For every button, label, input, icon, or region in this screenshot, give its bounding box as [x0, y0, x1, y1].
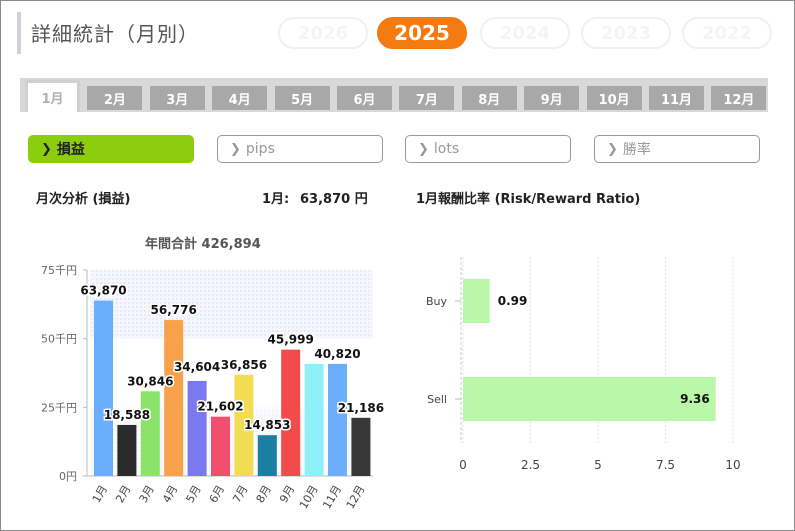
- bar-1月: [94, 300, 113, 476]
- month-tab-5[interactable]: 5月: [274, 86, 330, 110]
- x-tick-label: 5: [594, 458, 602, 472]
- x-tick-label: 10月: [297, 483, 321, 511]
- x-tick-label: 7月: [230, 483, 250, 505]
- year-tab-2023[interactable]: 2023: [581, 17, 671, 49]
- metric-label: pips: [245, 141, 275, 157]
- risk-reward-chart: 0 2.5 5 7.5 10 Buy 0.99 Sell 9.36: [426, 257, 741, 472]
- bar-12月: [351, 417, 371, 476]
- bar-4月: [164, 320, 184, 476]
- chevron-right-icon: ❯: [41, 141, 52, 157]
- y-tick-label: 75千円: [41, 264, 77, 277]
- x-tick-label: 1月: [90, 483, 110, 505]
- bar-value-label: 14,853: [244, 418, 290, 432]
- bar-5月: [187, 380, 207, 476]
- bar-value-label: 18,588: [104, 408, 150, 422]
- bar-buy: [463, 279, 490, 323]
- bar-7月: [234, 374, 254, 476]
- year-tab-2025[interactable]: 2025: [377, 17, 467, 49]
- month-tab-7[interactable]: 7月: [399, 86, 455, 110]
- bar-8月: [257, 435, 277, 476]
- y-tick-label: 0円: [59, 470, 77, 483]
- y-tick-label: Buy: [426, 295, 448, 308]
- x-tick-label: 2月: [113, 483, 133, 505]
- month-tab-6[interactable]: 6月: [337, 86, 392, 110]
- x-tick-label: 8月: [254, 483, 274, 505]
- bar-sell: [463, 377, 716, 421]
- x-tick-label: 12月: [344, 483, 368, 511]
- chevron-right-icon: ❯: [607, 141, 618, 157]
- bar-3月: [140, 391, 160, 476]
- title-accent: [17, 12, 21, 54]
- bar-9月: [281, 349, 301, 476]
- x-tick-label: 3月: [137, 483, 157, 505]
- current-month-label: 1月:: [262, 192, 290, 207]
- x-tick-label: 7.5: [656, 458, 675, 472]
- chevron-right-icon: ❯: [230, 141, 241, 157]
- bar-value-label: 9.36: [680, 392, 710, 406]
- month-tab-8[interactable]: 8月: [461, 86, 517, 110]
- year-tab-2026[interactable]: 2026: [278, 17, 368, 49]
- profit-button[interactable]: ❯ 損益: [28, 135, 194, 163]
- year-tab-2022[interactable]: 2022: [682, 17, 772, 49]
- month-tab-10[interactable]: 10月: [586, 86, 642, 110]
- bar-11月: [328, 363, 347, 476]
- month-tab-12[interactable]: 12月: [711, 86, 767, 110]
- y-tick-label: 25千円: [41, 401, 77, 414]
- bar-2月: [117, 424, 137, 476]
- annual-total: 年間合計 426,894: [145, 237, 261, 252]
- x-tick-label: 6月: [207, 483, 227, 505]
- month-tab-1[interactable]: 1月: [25, 80, 80, 112]
- bar-6月: [211, 416, 230, 476]
- x-tick-label: 5月: [183, 483, 203, 505]
- monthly-heading: 月次分析 (損益): [36, 192, 131, 207]
- chevron-right-icon: ❯: [418, 141, 429, 157]
- bar-value-label: 56,776: [151, 303, 197, 317]
- bar-value-label: 40,820: [314, 347, 360, 361]
- month-tabstrip: [20, 78, 768, 112]
- month-tab-9[interactable]: 9月: [524, 86, 580, 110]
- winrate-button[interactable]: ❯ 勝率: [594, 135, 760, 163]
- bar-value-label: 34,604: [174, 360, 220, 374]
- metric-label: 勝率: [622, 142, 651, 158]
- pips-button[interactable]: ❯ pips: [217, 135, 383, 163]
- metric-label: 損益: [56, 142, 85, 158]
- bar-10月: [304, 363, 324, 476]
- month-tab-11[interactable]: 11月: [649, 86, 704, 110]
- bar-value-label: 30,846: [127, 374, 173, 388]
- bar-value-label: 36,856: [221, 358, 267, 372]
- month-tab-3[interactable]: 3月: [149, 86, 205, 110]
- current-month-value: 63,870 円: [300, 192, 368, 207]
- x-tick-label: 9月: [277, 483, 297, 505]
- lots-button[interactable]: ❯ lots: [405, 135, 571, 163]
- year-tab-2024[interactable]: 2024: [480, 17, 570, 49]
- bar-value-label: 21,602: [197, 400, 243, 414]
- x-tick-label: 10: [725, 458, 740, 472]
- page-title: 詳細統計（月別）: [31, 22, 199, 46]
- x-tick-label: 0: [459, 458, 467, 472]
- plot-band-top: [90, 270, 373, 339]
- bar-value-label: 45,999: [268, 333, 314, 347]
- ratio-heading: 1月報酬比率 (Risk/Reward Ratio): [416, 192, 641, 207]
- x-tick-label: 2.5: [521, 458, 540, 472]
- bar-value-label: 0.99: [498, 294, 528, 308]
- bar-value-label: 21,186: [338, 401, 384, 415]
- x-tick-label: 11月: [320, 483, 344, 511]
- x-tick-label: 4月: [160, 483, 180, 505]
- month-tab-4[interactable]: 4月: [212, 86, 268, 110]
- month-tab-2[interactable]: 2月: [87, 86, 143, 110]
- bar-value-label: 63,870: [80, 284, 126, 298]
- metric-label: lots: [433, 141, 460, 157]
- y-tick-label: Sell: [427, 393, 447, 406]
- plot-band-bottom: [90, 407, 373, 476]
- y-tick-label: 50千円: [41, 333, 77, 346]
